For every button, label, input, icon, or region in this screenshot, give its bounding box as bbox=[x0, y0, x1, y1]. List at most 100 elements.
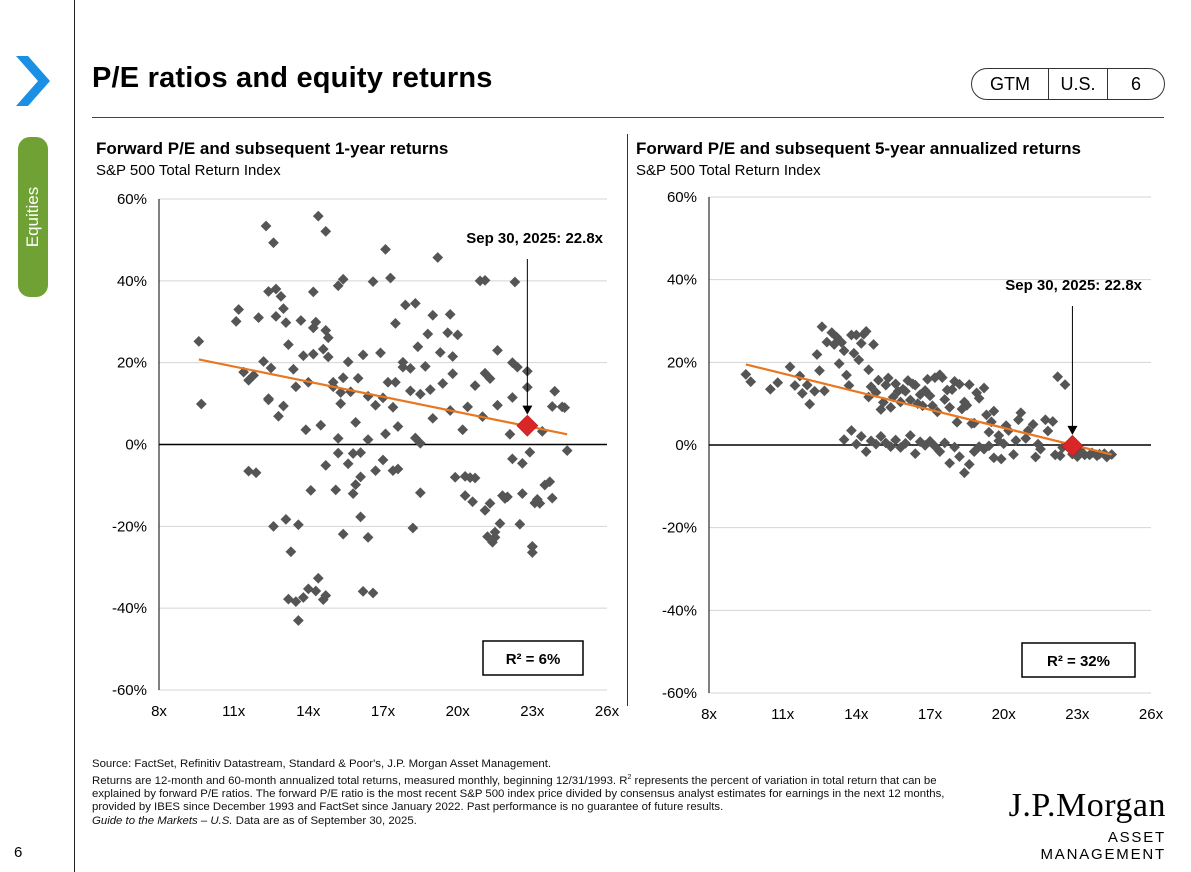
chart2-data-point bbox=[973, 392, 985, 404]
chart1-data-point bbox=[382, 376, 394, 388]
chart1-title: Forward P/E and subsequent 1-year return… bbox=[96, 139, 449, 158]
chart1-data-point bbox=[263, 394, 274, 406]
chart2-data-point bbox=[796, 387, 808, 399]
chart1-data-point bbox=[310, 316, 322, 328]
chart1-data-point bbox=[405, 385, 416, 397]
chart1-y-tick-label: 40% bbox=[117, 273, 147, 290]
gtm-page: 6 bbox=[1130, 73, 1141, 94]
chart1-data-point bbox=[452, 329, 464, 341]
chart1-data-point bbox=[479, 275, 491, 286]
chart2-data-point bbox=[1010, 435, 1022, 446]
chart1-data-point bbox=[385, 272, 396, 284]
gtm-label: GTM bbox=[972, 69, 1049, 99]
chart1-data-point bbox=[317, 343, 329, 355]
chart1-data-point bbox=[342, 458, 354, 470]
chart2-annotation-arrowhead bbox=[1067, 425, 1078, 435]
footnote-date: Data are as of September 30, 2025. bbox=[232, 814, 417, 827]
footnote-superscript: 2 bbox=[627, 774, 632, 782]
chart2-data-point bbox=[959, 467, 970, 479]
chart2-data-point bbox=[860, 446, 872, 457]
chart2-x-tick-label: 17x bbox=[918, 706, 943, 723]
chart2-data-point bbox=[885, 441, 897, 453]
chart2-y-tick-label: 60% bbox=[667, 189, 697, 206]
chart1-data-point bbox=[275, 291, 287, 302]
chart2-data-point bbox=[885, 402, 897, 413]
chart1-data-point bbox=[337, 372, 349, 384]
chart1-r-squared-box bbox=[482, 640, 584, 676]
chart2-data-point bbox=[909, 448, 921, 460]
chart2-data-point bbox=[939, 437, 951, 449]
chart1-x-tick-label: 11x bbox=[222, 703, 246, 720]
chart2-x-tick-label: 11x bbox=[771, 706, 795, 723]
footnote-methodology: Returns are 12-month and 60-month annual… bbox=[92, 771, 987, 814]
chart1-data-point bbox=[320, 459, 332, 471]
chart1-data-point bbox=[447, 368, 459, 380]
chart1-data-point bbox=[248, 369, 259, 381]
chart1-current-point-highlight bbox=[516, 414, 539, 437]
chart1-annotation-label: Sep 30, 2025: 22.8x bbox=[466, 230, 603, 247]
chevron-right-icon bbox=[16, 56, 50, 106]
chart1-data-point bbox=[367, 276, 379, 288]
chart1-data-point bbox=[280, 317, 292, 328]
chart2-data-point bbox=[816, 321, 828, 333]
chart1-data-point bbox=[370, 465, 381, 477]
chart1-data-point bbox=[497, 490, 508, 502]
chart1-x-tick-label: 20x bbox=[446, 703, 471, 720]
chart1-data-point bbox=[469, 380, 481, 391]
chart1-data-point bbox=[412, 341, 424, 353]
chart1-data-point bbox=[297, 350, 309, 362]
footnote-guide-title: Guide to the Markets – U.S. bbox=[92, 814, 233, 827]
chart1-data-point bbox=[230, 315, 242, 327]
chart2-data-point bbox=[873, 374, 884, 386]
chart1-data-point bbox=[332, 447, 344, 459]
chart2-data-point bbox=[868, 339, 879, 350]
footnote-method-a: Returns are 12-month and 60-month annual… bbox=[92, 775, 628, 787]
chart2-data-point bbox=[1054, 450, 1066, 462]
chart1-data-point bbox=[335, 398, 347, 409]
chart2-data-point bbox=[963, 379, 975, 391]
chart1-data-point bbox=[270, 283, 282, 295]
chart1-data-point bbox=[492, 345, 503, 356]
chart1-data-point bbox=[444, 309, 456, 320]
chart2-x-tick-label: 8x bbox=[701, 706, 717, 723]
chart2-data-point bbox=[983, 426, 995, 438]
chart2-data-point bbox=[1042, 425, 1054, 437]
chart1-data-point bbox=[479, 505, 491, 516]
chart-divider bbox=[627, 134, 628, 706]
chart1-data-point bbox=[347, 488, 359, 499]
chart1-x-tick-label: 23x bbox=[520, 703, 545, 720]
chart2-data-point bbox=[814, 365, 825, 376]
chart2-data-point bbox=[963, 459, 975, 470]
chart1-data-point bbox=[437, 378, 449, 389]
chart1-data-point bbox=[432, 252, 444, 263]
chart2-data-point bbox=[978, 382, 990, 394]
chart2-data-point bbox=[951, 416, 963, 428]
chart1-data-point bbox=[195, 398, 207, 410]
chart2-data-point bbox=[981, 409, 992, 421]
chart1-data-point bbox=[260, 220, 272, 232]
chart1-data-point bbox=[310, 585, 322, 597]
chart1-data-point bbox=[253, 312, 264, 324]
chart1-x-tick-label: 14x bbox=[296, 703, 321, 720]
chart1-data-point bbox=[233, 304, 245, 315]
chart2-y-tick-label: -20% bbox=[662, 520, 697, 537]
chart1-data-point bbox=[332, 280, 344, 292]
chart2-data-point bbox=[1052, 371, 1064, 383]
chart1-data-point bbox=[409, 297, 421, 309]
chart1-data-point bbox=[322, 332, 334, 344]
chart1-data-point bbox=[375, 347, 386, 359]
chart2-data-point bbox=[809, 385, 820, 397]
chart1-data-point bbox=[362, 532, 374, 543]
chart2-data-point bbox=[988, 405, 1000, 417]
chart2-r-squared-label: R² = 32% bbox=[1047, 653, 1110, 670]
chart1-data-point bbox=[290, 381, 302, 393]
chart2-data-point bbox=[900, 385, 911, 397]
chart2-data-point bbox=[983, 440, 995, 452]
chart1-y-tick-label: 0% bbox=[125, 437, 147, 454]
chart1-data-point bbox=[332, 432, 344, 444]
chart2-annotation-label: Sep 30, 2025: 22.8x bbox=[1005, 277, 1142, 294]
chart1-data-point bbox=[380, 428, 391, 440]
chart1-x-tick-label: 8x bbox=[151, 703, 167, 720]
chart1-data-point bbox=[462, 401, 473, 413]
